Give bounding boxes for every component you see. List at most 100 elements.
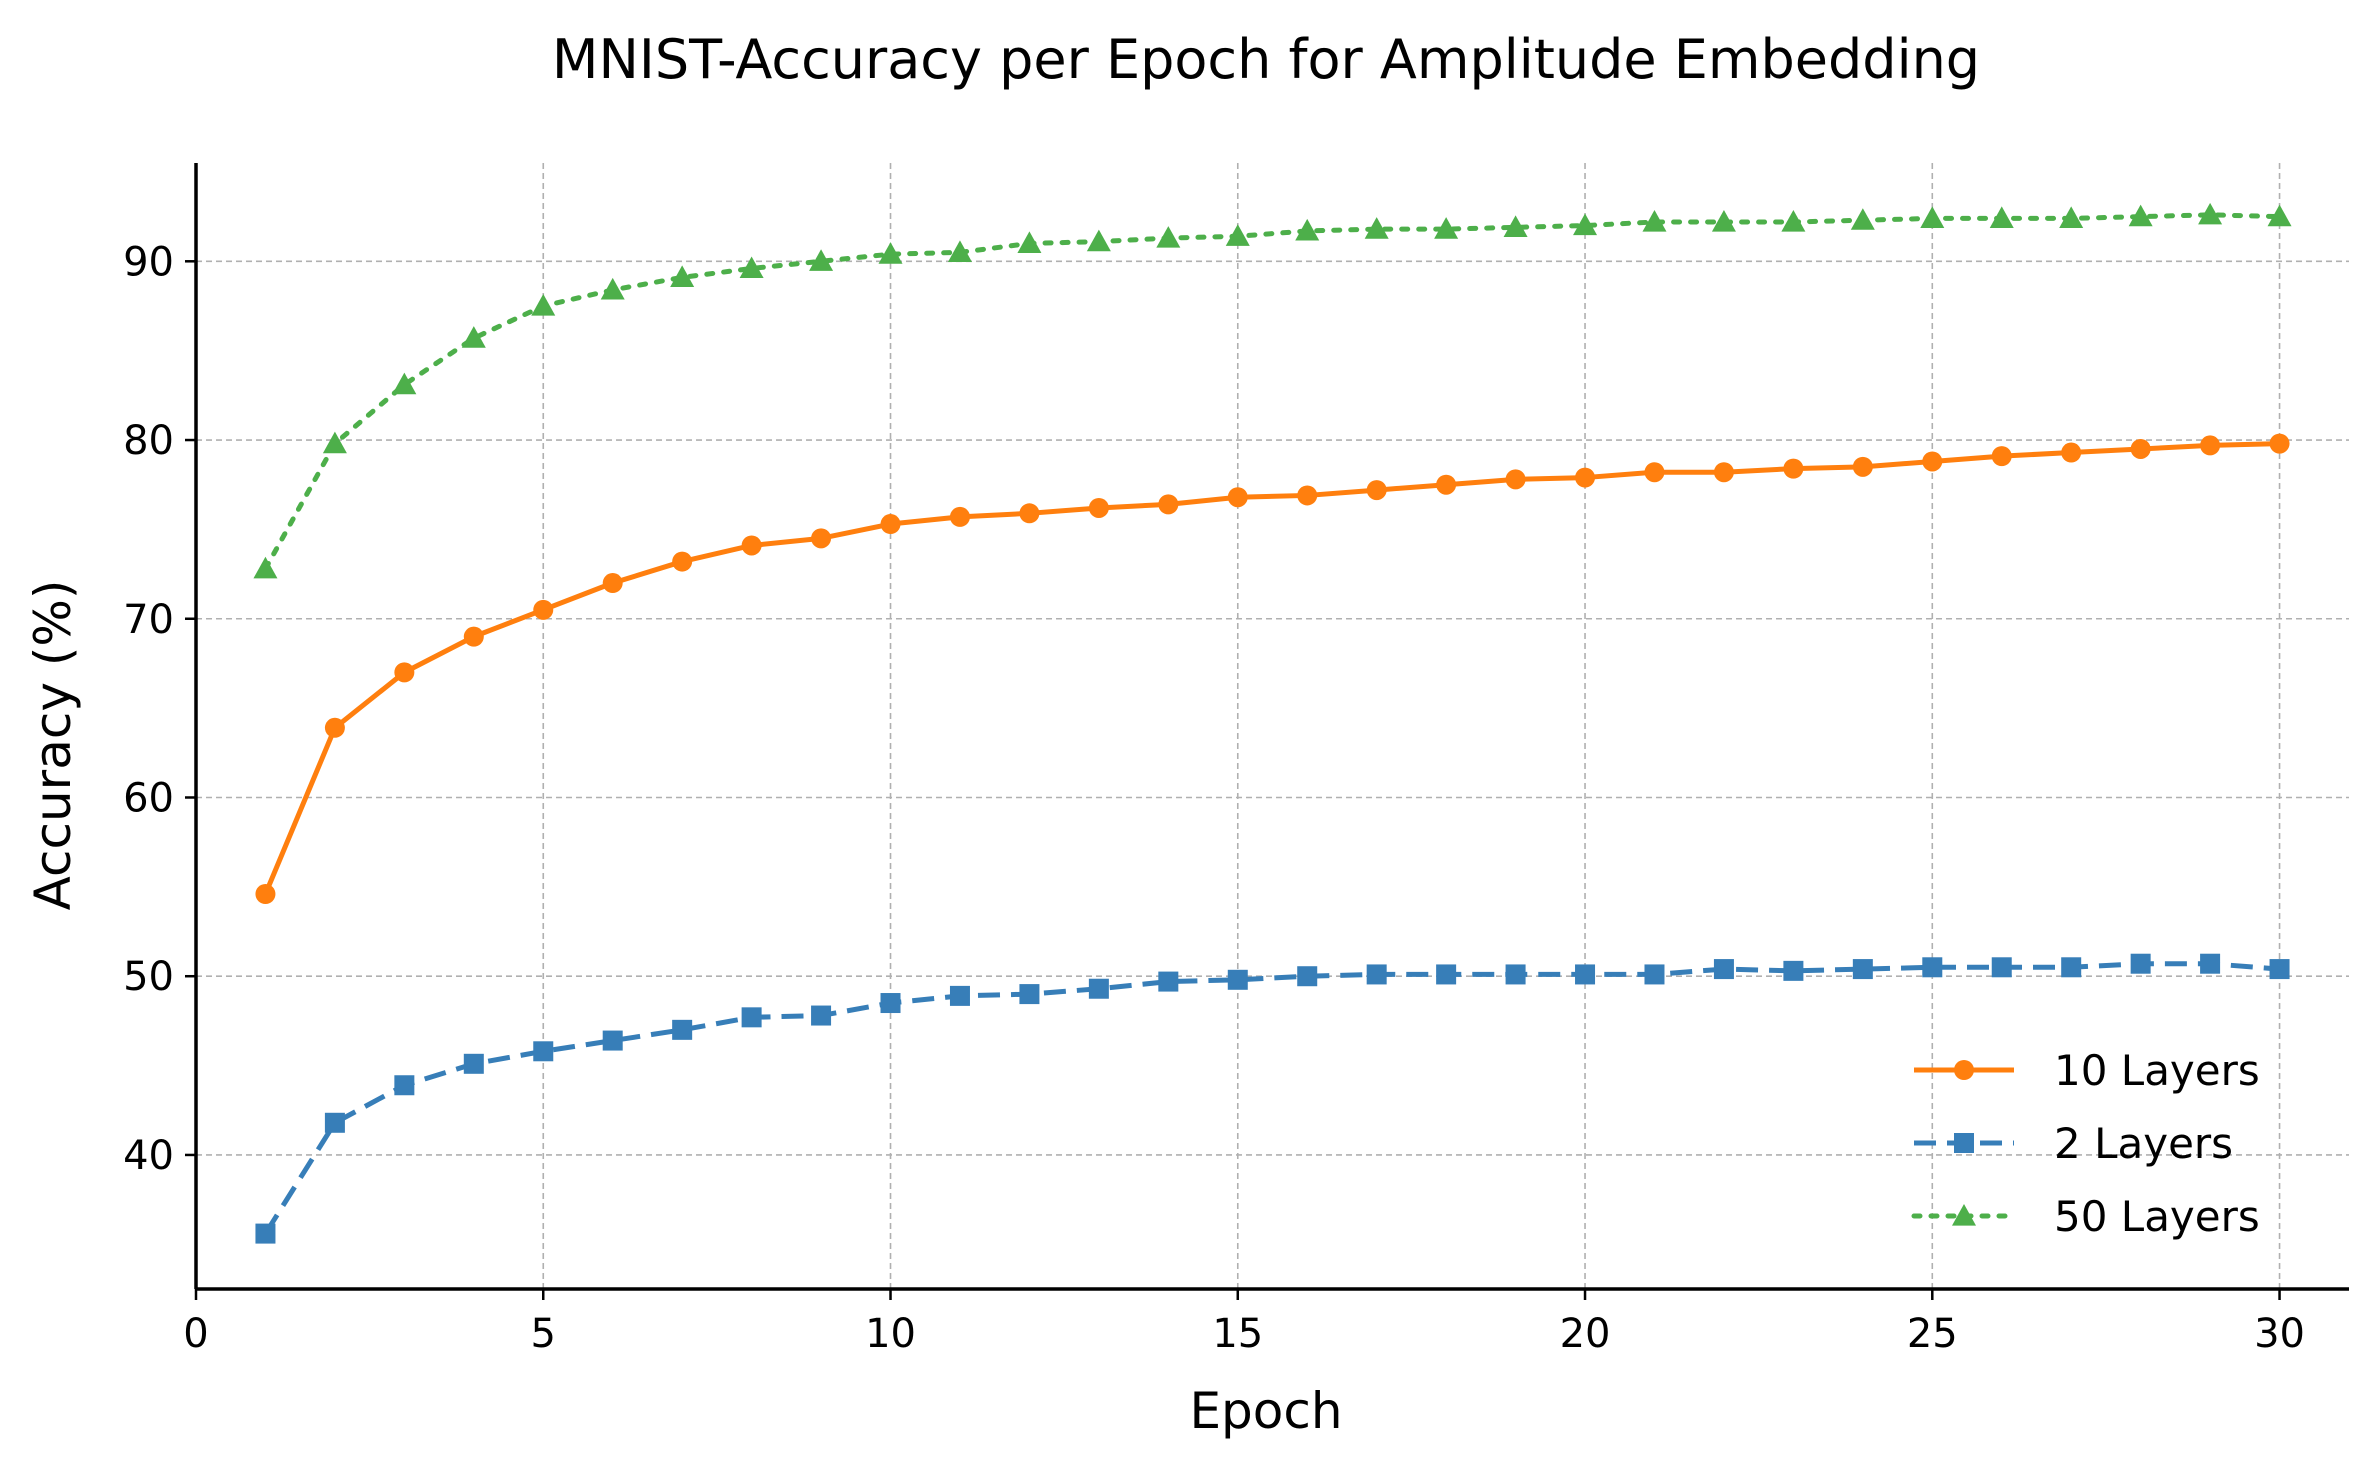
data-point xyxy=(1366,480,1387,501)
data-point xyxy=(809,249,834,271)
x-tick-label: 20 xyxy=(1560,1311,1611,1357)
data-point xyxy=(741,535,762,556)
data-point xyxy=(602,573,623,594)
data-point xyxy=(1156,226,1181,248)
data-point xyxy=(880,514,901,535)
legend-item: 50 Layers xyxy=(1911,1192,2260,1241)
data-point xyxy=(672,1019,693,1040)
data-point xyxy=(324,1112,345,1133)
data-point xyxy=(2061,442,2082,463)
data-point xyxy=(1158,494,1179,515)
data-point xyxy=(2200,435,2221,456)
data-point xyxy=(324,717,345,738)
data-point xyxy=(2128,204,2153,227)
legend-marker xyxy=(1952,1204,1976,1226)
data-point xyxy=(602,1030,623,1051)
data-point xyxy=(255,1223,276,1244)
data-point xyxy=(670,265,695,287)
data-point xyxy=(741,1007,762,1028)
data-point xyxy=(1503,215,1528,237)
series-10-layers xyxy=(255,433,2290,905)
x-tick-label: 0 xyxy=(183,1311,208,1357)
data-point xyxy=(463,626,484,647)
data-point xyxy=(1644,964,1665,985)
series-line xyxy=(263,441,2280,895)
data-point xyxy=(600,277,625,300)
data-point xyxy=(1783,458,1804,479)
data-point xyxy=(394,662,415,683)
data-point xyxy=(533,1041,554,1062)
data-point xyxy=(811,528,832,549)
data-point xyxy=(1991,957,2012,978)
data-point xyxy=(1575,467,1596,488)
legend-marker xyxy=(1954,1133,1974,1153)
data-point xyxy=(1436,474,1457,495)
data-point xyxy=(1088,497,1109,518)
data-point xyxy=(461,326,486,348)
x-tick-label: 30 xyxy=(2254,1311,2305,1357)
data-point xyxy=(2198,202,2223,225)
data-point xyxy=(322,431,347,454)
data-point xyxy=(1713,959,1734,980)
data-point xyxy=(1017,231,1042,254)
data-point xyxy=(2200,953,2221,974)
series-line xyxy=(263,961,2280,1235)
y-tick-label: 90 xyxy=(123,239,174,285)
legend-item: 10 Layers xyxy=(1914,1046,2260,1095)
y-axis-label: Accuracy (%) xyxy=(24,580,82,911)
data-point xyxy=(1711,209,1736,232)
data-point xyxy=(949,506,970,527)
data-point xyxy=(1366,964,1387,985)
data-point xyxy=(2269,433,2290,454)
x-tick-label: 5 xyxy=(531,1311,556,1357)
data-point xyxy=(1088,978,1109,999)
data-point xyxy=(1227,969,1248,990)
data-point xyxy=(392,372,417,395)
data-point xyxy=(1920,206,1945,229)
data-point xyxy=(2269,959,2290,980)
data-point xyxy=(1505,469,1526,490)
data-point xyxy=(947,240,972,262)
chart-title: MNIST-Accuracy per Epoch for Amplitude E… xyxy=(552,28,1980,91)
data-point xyxy=(1573,213,1598,236)
grid xyxy=(196,163,2349,1289)
data-point xyxy=(1019,503,1040,524)
data-point xyxy=(739,256,764,279)
data-point xyxy=(1297,966,1318,987)
data-point xyxy=(1989,206,2014,229)
series-group xyxy=(253,202,2292,1244)
legend-marker xyxy=(1954,1060,1974,1080)
data-point xyxy=(2059,206,2084,229)
data-point xyxy=(1297,485,1318,506)
data-point xyxy=(2130,953,2151,974)
data-point xyxy=(531,293,556,316)
data-point xyxy=(1227,487,1248,508)
legend: 10 Layers 2 Layers 50 Layers xyxy=(1911,1046,2260,1241)
series-2-layers xyxy=(255,953,2290,1244)
data-point xyxy=(1922,451,1943,472)
data-point xyxy=(1783,960,1804,981)
x-tick-label: 10 xyxy=(865,1311,916,1357)
y-tick-label: 40 xyxy=(123,1133,174,1179)
axes xyxy=(185,163,2349,1300)
data-point xyxy=(394,1075,415,1096)
x-tick-label: 15 xyxy=(1212,1311,1263,1357)
data-point xyxy=(672,551,693,572)
x-tick-label: 25 xyxy=(1907,1311,1958,1357)
data-point xyxy=(2061,957,2082,978)
data-point xyxy=(878,242,903,264)
data-point xyxy=(2130,438,2151,459)
data-point xyxy=(1295,218,1320,241)
data-point xyxy=(1158,971,1179,992)
data-point xyxy=(533,599,554,620)
legend-label: 10 Layers xyxy=(2054,1046,2260,1095)
legend-item: 2 Layers xyxy=(1914,1119,2233,1168)
data-point xyxy=(1575,964,1596,985)
data-point xyxy=(1434,217,1459,239)
series-50-layers xyxy=(253,202,2292,579)
data-point xyxy=(1019,984,1040,1005)
y-tick-label: 50 xyxy=(123,954,174,1000)
legend-label: 50 Layers xyxy=(2054,1192,2260,1241)
series-line xyxy=(262,212,2283,572)
